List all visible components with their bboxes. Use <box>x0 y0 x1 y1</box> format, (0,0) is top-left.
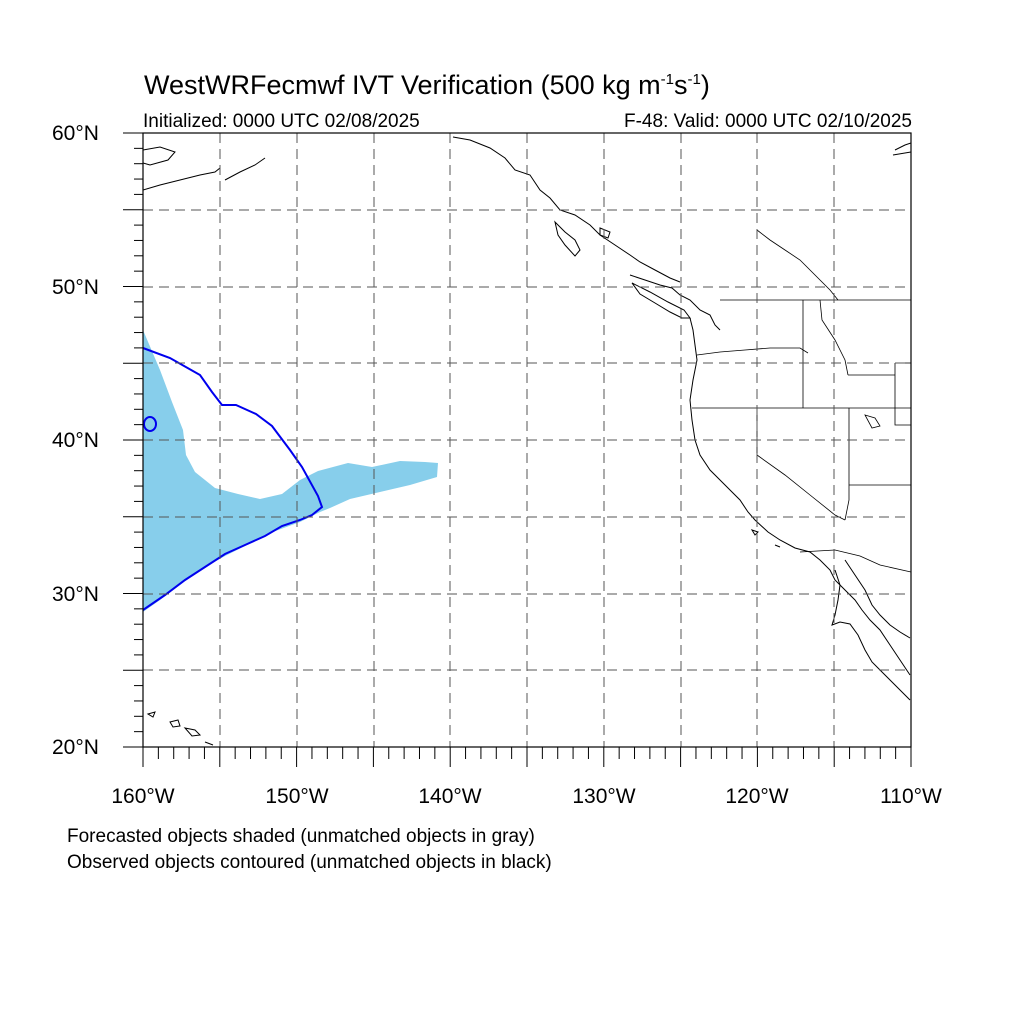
lat-label-40n: 40°N <box>52 429 99 452</box>
lon-label-130w: 130°W <box>572 785 636 808</box>
lat-label-30n: 30°N <box>52 583 99 606</box>
legend-observed-note: Observed objects contoured (unmatched ob… <box>67 852 552 873</box>
axis-ticks <box>123 132 912 767</box>
forecast-object <box>143 330 438 612</box>
lon-label-150w: 150°W <box>265 785 329 808</box>
observed-contour <box>143 347 324 611</box>
map-grid <box>143 133 911 747</box>
lat-label-20n: 20°N <box>52 736 99 759</box>
lat-label-60n: 60°N <box>52 122 99 145</box>
observed-small-contour <box>143 416 157 432</box>
lat-label-50n: 50°N <box>52 276 99 299</box>
legend-forecast-note: Forecasted objects shaded (unmatched obj… <box>67 826 535 847</box>
coastlines <box>143 136 911 746</box>
political-borders <box>692 229 911 573</box>
lon-label-120w: 120°W <box>725 785 789 808</box>
lon-label-160w: 160°W <box>111 785 175 808</box>
plot-title: WestWRFecmwf IVT Verification (500 kg m-… <box>144 70 710 100</box>
lon-label-110w: 110°W <box>880 785 942 808</box>
lon-label-140w: 140°W <box>418 785 482 808</box>
initialized-time: Initialized: 0000 UTC 02/08/2025 <box>143 111 420 132</box>
valid-time: F-48: Valid: 0000 UTC 02/10/2025 <box>624 111 912 132</box>
